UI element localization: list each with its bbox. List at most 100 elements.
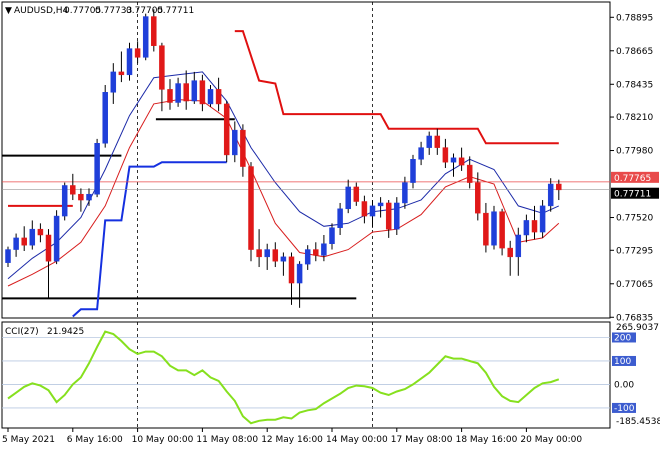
- candle-body: [507, 247, 513, 258]
- candle-body: [110, 71, 117, 93]
- candle-body: [434, 135, 441, 148]
- candle: [159, 42, 165, 112]
- candle-body: [491, 211, 497, 246]
- header-high: 0.77733: [95, 6, 132, 16]
- candle: [207, 85, 214, 107]
- header-symbol: AUDUSD,H4: [14, 6, 69, 16]
- candle-body: [5, 249, 11, 263]
- candle-body: [539, 205, 546, 233]
- price-tick-label: 0.78895: [616, 13, 653, 23]
- candle-body: [13, 237, 19, 250]
- candle: [256, 229, 262, 268]
- candle: [385, 200, 392, 238]
- candle: [483, 202, 489, 253]
- candle-body: [458, 157, 465, 166]
- candle: [539, 200, 546, 238]
- candle: [369, 200, 376, 228]
- candle: [78, 188, 84, 212]
- candle: [142, 13, 149, 61]
- candle: [361, 195, 368, 224]
- candle: [151, 9, 157, 52]
- candle-body: [426, 135, 432, 148]
- candle-body: [94, 143, 100, 195]
- candle-body: [232, 129, 238, 156]
- candle-body: [499, 211, 505, 249]
- candle-body: [264, 249, 270, 258]
- price-tick-label: 0.76835: [616, 313, 653, 323]
- candle-body: [369, 205, 376, 217]
- price-tick-label: 0.78435: [616, 80, 653, 90]
- candle: [102, 85, 108, 148]
- candle-body: [21, 237, 27, 246]
- candle: [531, 205, 538, 240]
- candle-body: [118, 71, 125, 76]
- candle: [86, 188, 92, 206]
- candle: [248, 162, 254, 262]
- time-tick-label: 5 May 2021: [2, 435, 55, 445]
- candle-body: [61, 185, 68, 217]
- candle: [304, 245, 311, 270]
- candle: [377, 197, 384, 218]
- header-close: 0.77711: [157, 6, 194, 16]
- header-low: 0.77705: [126, 6, 163, 16]
- cci-level-box: [612, 355, 636, 366]
- candle-body: [385, 202, 392, 230]
- trailing-stop-red-line: [234, 30, 559, 145]
- cci-scale-label: -185.4538: [616, 417, 660, 427]
- candle: [426, 131, 432, 155]
- candle: [345, 179, 351, 214]
- candle-body: [102, 92, 108, 144]
- candle: [556, 179, 562, 201]
- candle: [313, 242, 319, 262]
- candle-body: [418, 147, 424, 160]
- candle: [442, 138, 449, 169]
- candle: [29, 220, 36, 250]
- price-tick-label: 0.77065: [616, 280, 653, 290]
- current-price-box: [611, 171, 659, 183]
- cci-level-label: 200: [614, 333, 631, 343]
- candle: [450, 153, 457, 177]
- candle: [466, 156, 473, 189]
- candle-body: [183, 83, 189, 102]
- candle: [547, 178, 554, 212]
- candle-body: [304, 249, 311, 265]
- candle-body: [296, 263, 303, 284]
- header-open: 0.77705: [64, 6, 101, 16]
- candle-body: [515, 234, 522, 258]
- candle-body: [240, 129, 246, 167]
- candle: [215, 77, 222, 112]
- candle: [329, 223, 335, 250]
- current-price-label: 0.77711: [614, 190, 651, 200]
- time-tick-label: 18 May 16:00: [456, 435, 518, 445]
- candle-body: [313, 249, 319, 256]
- candle-body: [531, 220, 538, 233]
- candle: [70, 173, 76, 201]
- candle: [410, 154, 416, 189]
- candle: [94, 138, 100, 198]
- candle: [353, 182, 360, 206]
- candle: [515, 227, 522, 276]
- candle-body: [353, 186, 360, 202]
- current-price-label: 0.77765: [614, 174, 651, 184]
- candle-body: [191, 80, 198, 102]
- candle: [288, 252, 295, 305]
- candle-body: [86, 193, 92, 201]
- header-triangle-icon: ▼: [5, 6, 12, 16]
- candle: [126, 42, 133, 81]
- candle-body: [402, 182, 408, 204]
- candle-body: [329, 227, 335, 244]
- candle-body: [45, 234, 52, 262]
- cci-level-label: -100: [614, 404, 635, 414]
- moving-average-blue-line: [7, 71, 560, 280]
- candle: [5, 246, 11, 268]
- candle: [272, 242, 279, 268]
- candle: [337, 202, 343, 235]
- price-tick-label: 0.77980: [616, 147, 653, 157]
- candle-body: [547, 183, 554, 207]
- candle: [167, 79, 173, 110]
- cci-level-label: 100: [614, 357, 631, 367]
- overlay-lines-layer: [2, 30, 610, 318]
- time-tick-label: 17 May 08:00: [391, 435, 453, 445]
- cci-level-label: 0.00: [614, 380, 634, 390]
- candle: [507, 240, 513, 276]
